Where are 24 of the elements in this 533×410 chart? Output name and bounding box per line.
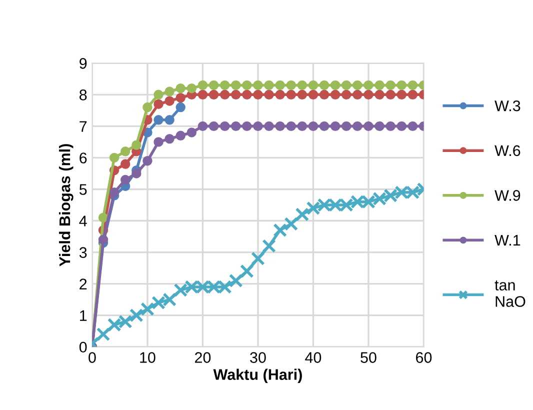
x-axis-title: Waktu (Hari) — [213, 368, 302, 383]
y-tick-label: 5 — [79, 184, 87, 195]
x-tick-label: 30 — [250, 352, 266, 363]
x-tick-label: 0 — [88, 352, 96, 363]
legend-label: W.3 — [494, 100, 520, 112]
x-tick-label: 50 — [360, 352, 376, 363]
x-tick-label: 40 — [305, 352, 322, 363]
legend-label: W.9 — [494, 190, 520, 201]
y-tick-label: 3 — [79, 247, 87, 258]
legend-label: W.6 — [494, 145, 520, 156]
y-tick-label: 6 — [80, 152, 87, 164]
legend-label: W.1 — [494, 235, 520, 246]
y-tick-label: 1 — [80, 310, 87, 321]
x-tick-label: 20 — [194, 352, 211, 363]
y-tick-label: 4 — [79, 216, 87, 226]
y-tick-label: 9 — [80, 58, 87, 69]
y-axis-title: Yield Biogas (ml) — [58, 144, 74, 266]
y-tick-label: 7 — [80, 121, 87, 132]
y-tick-label: 2 — [80, 278, 87, 290]
x-tick-label: 60 — [416, 352, 432, 363]
x-tick-label: 10 — [140, 352, 156, 363]
y-tick-label: 8 — [80, 90, 87, 100]
legend-label: tan NaO — [494, 280, 526, 307]
y-tick-label: 0 — [79, 342, 87, 353]
